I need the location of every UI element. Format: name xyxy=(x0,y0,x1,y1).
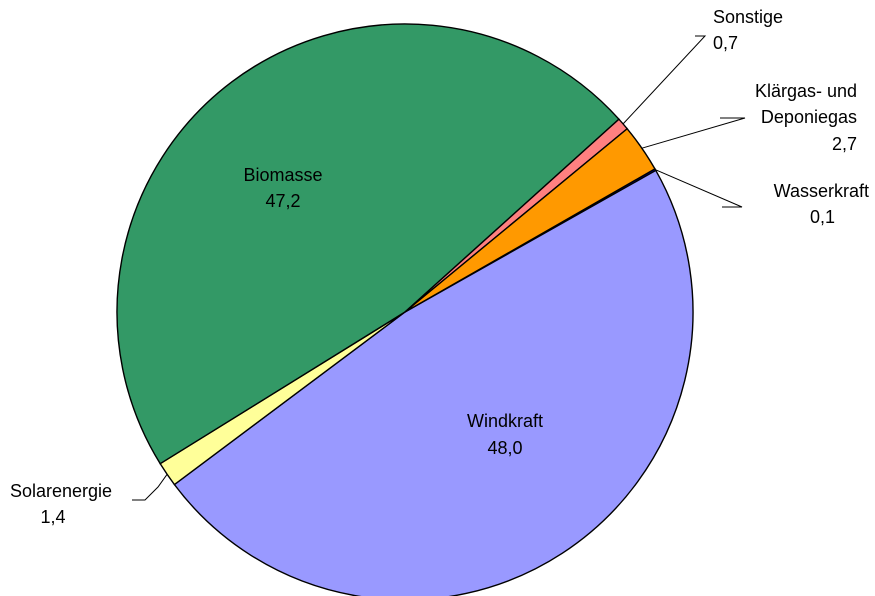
label-sonstige-value: 0,7 xyxy=(713,33,738,53)
label-sonstige-name: Sonstige xyxy=(713,7,783,27)
label-wasserkraft-name: Wasserkraft xyxy=(774,181,869,201)
label-solarenergie-name: Solarenergie xyxy=(10,481,112,501)
label-wasserkraft-value: 0,1 xyxy=(810,207,835,227)
label-windkraft-value: 48,0 xyxy=(487,438,522,458)
label-biomasse-value: 47,2 xyxy=(265,191,300,211)
label-biomasse-name: Biomasse xyxy=(243,165,322,185)
pie-slice-biomasse xyxy=(116,23,620,465)
label-solarenergie-value: 1,4 xyxy=(40,507,65,527)
pie-slices xyxy=(116,23,694,596)
label-windkraft-name: Windkraft xyxy=(467,411,543,431)
label-klaergas-name-line2: Deponiegas xyxy=(761,107,857,127)
pie-slice-kl-rgas-und-deponiegas xyxy=(404,127,656,313)
label-klaergas-value: 2,7 xyxy=(832,134,857,154)
leader-line-wasserkraft xyxy=(655,169,743,208)
leader-line-solarenergie xyxy=(132,474,168,501)
leader-line-sonstige xyxy=(622,35,707,125)
leader-lines xyxy=(132,35,746,501)
pie-slice-windkraft xyxy=(173,169,694,596)
label-klaergas-name-line1: Klärgas- und xyxy=(755,81,857,101)
leader-line-kl-rgas-und-deponiegas xyxy=(641,117,746,149)
